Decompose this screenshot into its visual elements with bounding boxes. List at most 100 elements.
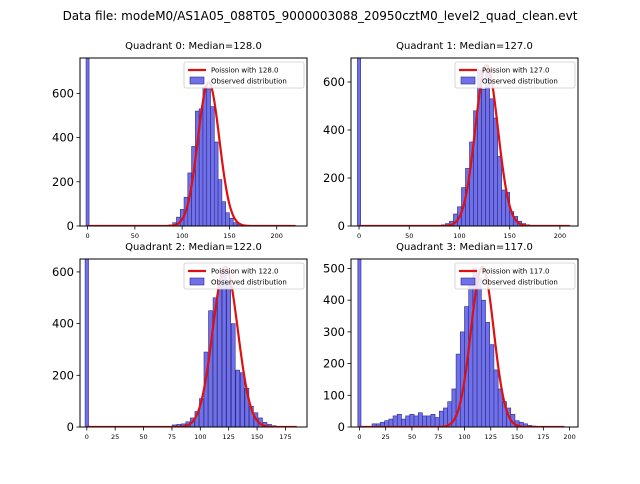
histogram-bar	[494, 118, 498, 226]
x-tick-label: 100	[194, 433, 206, 441]
legend-bar-swatch	[190, 278, 204, 285]
y-tick-label: 300	[323, 325, 345, 339]
x-tick-label: 50	[139, 433, 147, 441]
y-tick-label: 500	[323, 262, 345, 276]
y-tick-label: 600	[323, 75, 345, 89]
histogram-bar	[240, 373, 244, 427]
x-tick-label: 200	[563, 433, 575, 441]
y-tick-label: 400	[52, 317, 74, 331]
x-tick-label: 150	[223, 232, 235, 240]
y-tick-label: 0	[67, 219, 74, 233]
legend-bar-swatch	[461, 278, 475, 285]
x-tick-label: 25	[382, 433, 390, 441]
legend-poisson-label: Poission with 128.0	[211, 67, 279, 75]
histogram-bar	[431, 414, 435, 427]
histogram-bar	[214, 142, 218, 226]
x-tick-label: 150	[503, 232, 515, 240]
x-tick-label: 150	[251, 433, 263, 441]
y-tick-label: 200	[323, 357, 345, 371]
y-tick-label: 0	[67, 420, 74, 434]
histogram-bar	[477, 278, 481, 427]
x-tick-label: 100	[176, 232, 188, 240]
y-tick-label: 600	[52, 265, 74, 279]
legend: Poission with 128.0 Observed distribution	[184, 62, 304, 88]
y-tick-label: 400	[323, 293, 345, 307]
histogram-bar	[222, 202, 226, 226]
subplot-title: Quadrant 2: Median=122.0	[125, 242, 262, 253]
legend-observed-label: Observed distribution	[482, 78, 558, 86]
poisson-curve	[359, 65, 570, 226]
poisson-curve	[87, 267, 297, 427]
x-tick-label: 200	[271, 232, 283, 240]
histogram-bar	[218, 180, 222, 226]
histogram-bar	[498, 156, 502, 226]
legend-poisson-label: Poission with 127.0	[482, 67, 550, 75]
histogram-bar-zero	[357, 58, 360, 226]
subplot-title: Quadrant 1: Median=127.0	[396, 41, 533, 52]
histogram-bar	[418, 413, 422, 427]
x-tick-label: 175	[279, 433, 291, 441]
histogram-bar	[389, 419, 393, 427]
histogram-bar	[490, 345, 494, 427]
x-tick-label: 75	[434, 433, 442, 441]
histogram-bar	[439, 411, 443, 427]
histogram-bar-zero	[86, 58, 89, 226]
histogram-bar	[229, 218, 233, 226]
x-tick-label: 50	[405, 232, 413, 240]
legend-poisson-label: Poission with 117.0	[482, 268, 550, 276]
histogram-bar	[422, 416, 426, 427]
histogram-bar	[401, 419, 405, 427]
x-tick-label: 0	[357, 232, 361, 240]
histogram-bar	[435, 417, 439, 427]
legend-observed-label: Observed distribution	[211, 78, 287, 86]
y-tick-label: 200	[52, 175, 74, 189]
y-tick-label: 400	[52, 131, 74, 145]
histogram-bar-zero	[85, 259, 88, 427]
x-tick-label: 50	[408, 433, 416, 441]
histogram-bar	[207, 89, 211, 226]
histogram-bar	[397, 414, 401, 427]
y-tick-label: 0	[338, 420, 345, 434]
x-tick-label: 125	[222, 433, 234, 441]
legend-bar-swatch	[190, 77, 204, 84]
histogram-bar	[443, 408, 447, 427]
y-tick-label: 200	[52, 368, 74, 382]
legend: Poission with 117.0 Observed distribution	[455, 263, 575, 289]
histogram-bar	[406, 416, 410, 427]
legend-observed-label: Observed distribution	[482, 279, 558, 287]
histogram-bar	[218, 282, 222, 427]
x-tick-label: 0	[357, 433, 361, 441]
histogram-bar	[231, 324, 235, 427]
histogram-bar	[410, 414, 414, 427]
legend-observed-label: Observed distribution	[211, 279, 287, 287]
histogram-bar	[481, 300, 485, 427]
subplot-title: Quadrant 3: Median=117.0	[396, 242, 533, 253]
y-tick-label: 400	[323, 123, 345, 137]
y-tick-label: 100	[323, 388, 345, 402]
figure-title: Data file: modeM0/AS1A05_088T05_90000030…	[63, 9, 578, 23]
x-tick-label: 100	[458, 433, 470, 441]
x-tick-label: 200	[554, 232, 566, 240]
y-tick-label: 0	[338, 219, 345, 233]
x-tick-label: 150	[511, 433, 523, 441]
histogram-bar	[469, 281, 473, 427]
histogram-bar	[490, 99, 494, 226]
histogram-bar	[236, 370, 240, 427]
histogram-bar	[203, 87, 207, 226]
histogram-bar	[502, 190, 506, 226]
histogram-bar	[494, 370, 498, 427]
histogram-bar	[486, 72, 490, 226]
histogram-bar	[226, 213, 230, 226]
histogram-bar	[393, 416, 397, 427]
x-tick-label: 175	[537, 433, 549, 441]
y-tick-label: 200	[323, 171, 345, 185]
x-tick-label: 125	[485, 433, 497, 441]
legend-bar-swatch	[461, 77, 475, 84]
legend: Poission with 127.0 Observed distribution	[455, 62, 575, 88]
